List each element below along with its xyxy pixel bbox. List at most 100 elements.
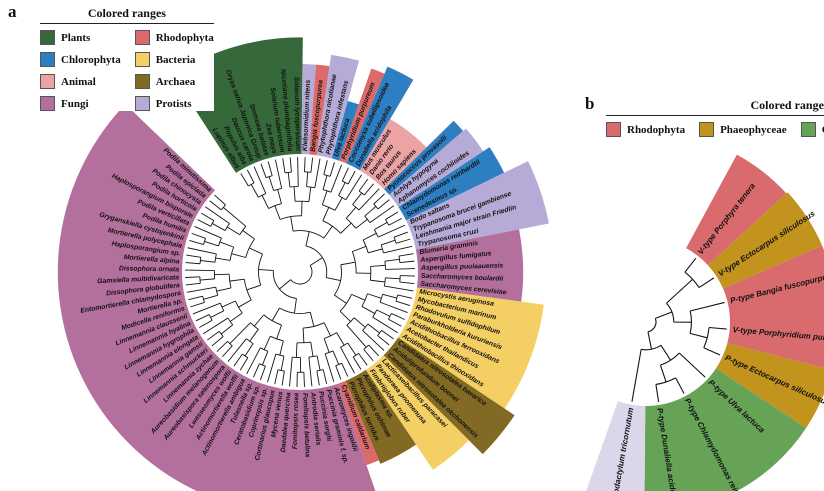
tree-branch-radial xyxy=(279,340,284,356)
protists-color-swatch xyxy=(134,96,150,111)
tree-branch-radial xyxy=(322,175,328,190)
tree-branch-radial xyxy=(186,286,216,293)
range-wedge-phaeophyceae xyxy=(716,343,824,428)
chlorophyta-color-swatch xyxy=(40,52,55,67)
tree-branch-radial xyxy=(352,245,367,253)
legend-item-plants: Plants xyxy=(40,30,121,45)
legend-b-items: RhodophytaPhaeophyceaeChlorophytaOchroph… xyxy=(606,122,824,137)
legend-item-fungi: Fungi xyxy=(40,96,121,111)
tree-branch-radial xyxy=(397,294,413,299)
tree-branch-radial xyxy=(194,225,222,239)
legend-label: Rhodophyta xyxy=(627,123,686,136)
tree-branch-radial xyxy=(205,206,230,224)
tree-branch-radial xyxy=(304,157,306,172)
tree-branch-radial xyxy=(332,350,340,365)
tree-branch-radial xyxy=(185,262,201,265)
tree-branch-radial xyxy=(185,276,200,278)
tree-branch-radial xyxy=(388,217,402,226)
tree-branch-radial xyxy=(242,230,255,240)
tree-branch-radial xyxy=(238,299,252,308)
legend-item-bacteria: Bacteria xyxy=(134,52,214,67)
tree-branch-radial xyxy=(289,157,292,173)
range-wedge-chlorophyta xyxy=(384,120,464,195)
range-wedge-chlorophyta xyxy=(644,368,807,491)
tree-branch-radial xyxy=(385,211,399,220)
tree-branch-radial xyxy=(323,225,333,239)
tree-branch-radial xyxy=(258,269,274,271)
tree-branch-radial xyxy=(274,159,283,189)
tree-branch-radial xyxy=(200,260,216,263)
taxon-label: Solanum lycopersicum xyxy=(292,77,301,152)
tree-branch-radial xyxy=(195,314,210,322)
tree-branch-radial xyxy=(335,365,342,380)
taxon-label: Saccharomyces boulardii xyxy=(421,273,504,283)
tree-branch-radial xyxy=(395,300,411,306)
tree-branch-radial xyxy=(368,344,380,357)
tree-branch-radial xyxy=(708,326,727,330)
tree-branch-radial xyxy=(381,239,396,246)
legend-item-chlorophyta: Chlorophyta xyxy=(40,52,121,67)
tree-branch-radial xyxy=(303,372,305,387)
archaea-color-swatch xyxy=(134,74,150,89)
tree-branch-radial xyxy=(244,343,254,357)
legend-label: Archaea xyxy=(155,75,196,88)
range-wedge-chlorophyta xyxy=(346,66,414,171)
tree-branch-radial xyxy=(281,370,285,386)
rhodophyta-color-swatch xyxy=(134,30,150,45)
tree-branch-radial xyxy=(253,166,267,194)
legend-b: Colored ranges Rhodophyta Phaeophyceae Chl… xyxy=(606,98,824,137)
tree-branch-radial xyxy=(323,160,328,175)
range-wedge-archaea xyxy=(383,337,515,455)
tree-branch-radial xyxy=(347,170,356,185)
tree-branch-radial xyxy=(358,178,369,192)
tree-branch-radial xyxy=(260,163,267,178)
range-wedge-animal xyxy=(359,119,427,190)
tree-branch-radial xyxy=(382,293,397,299)
tree-branch-radial xyxy=(364,206,377,217)
tree-branch-radial xyxy=(340,261,356,266)
tree-branch-radial xyxy=(231,253,246,258)
tree-branch-radial xyxy=(274,369,279,385)
range-wedge-fungi xyxy=(57,104,376,491)
tree-branch-radial xyxy=(192,302,221,315)
tree-branch-radial xyxy=(340,222,352,234)
tree-branch-radial xyxy=(340,347,355,374)
tree-branch-radial xyxy=(345,174,362,200)
legend-label: Fungi xyxy=(61,97,89,110)
tree-branch-radial xyxy=(212,223,226,231)
tree-branch-radial xyxy=(388,318,402,327)
tree-branch-radial xyxy=(185,282,201,286)
range-wedge-fungi xyxy=(415,229,524,302)
tree-branch-radial xyxy=(377,335,390,346)
tree-branch-radial xyxy=(186,254,201,258)
range-wedge-rhodophyta xyxy=(339,68,385,164)
tree-branch-radial xyxy=(229,278,245,282)
tree-branch-radial xyxy=(214,194,226,206)
tree-branch-radial xyxy=(316,370,320,386)
range-wedge-rhodophyta xyxy=(686,154,787,266)
tree-branch-radial xyxy=(276,324,282,340)
tree-branch-radial xyxy=(226,226,240,236)
tree-branch-radial xyxy=(280,355,285,371)
tree-branch-radial xyxy=(647,331,653,350)
legend-item-rhodophyta: Rhodophyta xyxy=(134,30,214,45)
tree-branch-radial xyxy=(316,355,321,371)
range-wedge-phaeophyceae xyxy=(707,192,823,289)
tree-branch-radial xyxy=(666,278,694,304)
tree-branch-radial xyxy=(274,205,281,220)
tree-branch-radial xyxy=(361,306,376,314)
range-wedge-ochrophyta xyxy=(586,401,646,491)
range-wedge-rhodophyta xyxy=(309,64,330,156)
tree-branch-radial xyxy=(308,187,312,202)
tree-branch-radial xyxy=(221,300,236,308)
tree-branch-radial xyxy=(190,301,205,308)
tree-branch-radial xyxy=(309,257,323,266)
tree-branch-radial xyxy=(385,268,415,270)
legend-label: Animal xyxy=(61,75,96,88)
tree-branch-radial xyxy=(223,207,247,227)
legend-item-chlorophyta: Chlorophyta xyxy=(800,122,824,137)
tree-branch-radial xyxy=(338,182,346,196)
tree-branch-radial xyxy=(373,193,385,205)
tree-branch-radial xyxy=(395,238,411,244)
legend-b-title: Colored ranges xyxy=(606,98,824,116)
